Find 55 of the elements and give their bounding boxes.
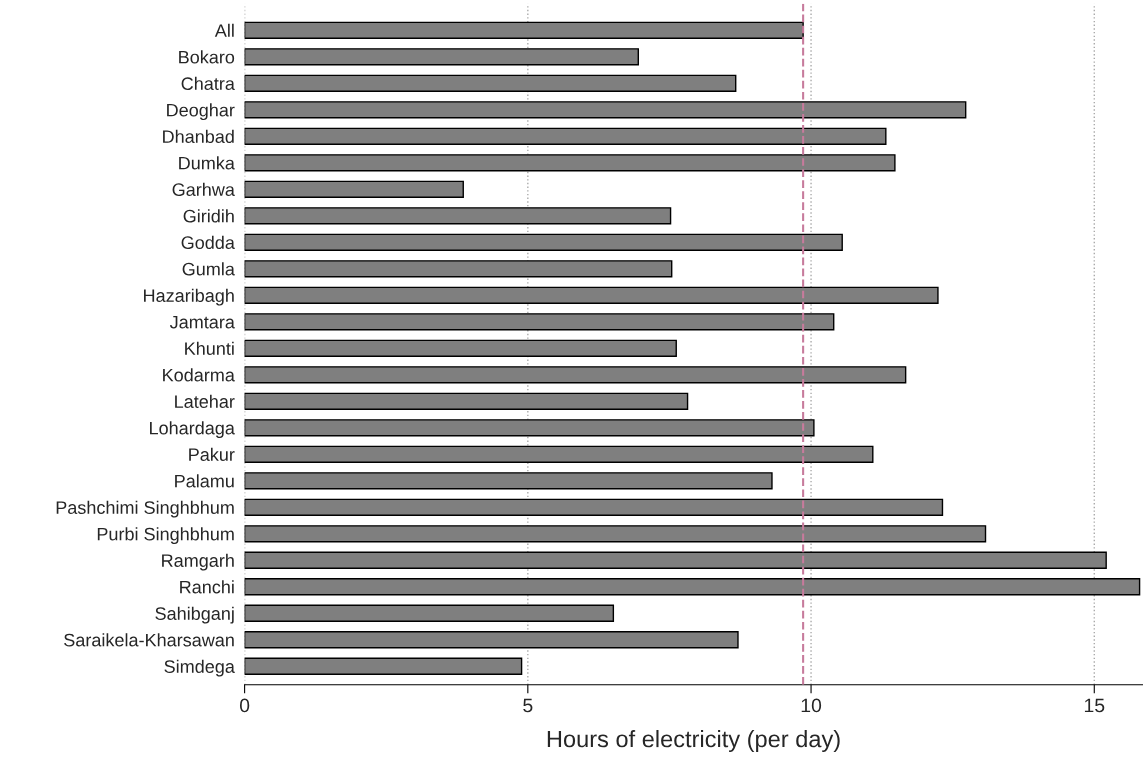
bar bbox=[244, 260, 673, 278]
bar bbox=[244, 604, 615, 622]
bar bbox=[244, 21, 804, 39]
y-tick-label: Ranchi bbox=[180, 580, 234, 594]
y-tick-label: Purbi Singhbhum bbox=[97, 527, 234, 545]
bar bbox=[244, 180, 464, 198]
y-tick-label: Dumka bbox=[179, 156, 235, 170]
bar bbox=[244, 631, 739, 649]
y-tick-label: Saraikela-Kharsawan bbox=[64, 633, 234, 647]
y-tick-label: Godda bbox=[181, 235, 235, 250]
y-tick-label: Garhwa bbox=[172, 182, 235, 197]
y-tick-label: Hazaribagh bbox=[144, 288, 234, 306]
y-tick-label: Jamtara bbox=[169, 315, 235, 329]
y-tick-label: Latehar bbox=[175, 394, 235, 409]
y-tick-label: Deoghar bbox=[167, 103, 235, 121]
bar bbox=[244, 233, 843, 251]
y-tick-label: Pakur bbox=[189, 447, 235, 461]
x-tick-label: 0 bbox=[239, 698, 250, 713]
y-tick-label: Bokaro bbox=[179, 50, 235, 64]
y-tick-label: Kodarma bbox=[163, 368, 235, 382]
bar bbox=[244, 74, 737, 92]
bar bbox=[244, 578, 1141, 596]
bar bbox=[244, 419, 815, 437]
bar bbox=[244, 127, 887, 145]
x-tick-label: 15 bbox=[1084, 698, 1105, 713]
bar bbox=[244, 498, 944, 516]
y-tick-label: Lohardaga bbox=[150, 421, 235, 439]
x-axis-title: Hours of electricity (per day) bbox=[547, 730, 840, 753]
bar bbox=[244, 286, 939, 304]
bar bbox=[244, 366, 907, 384]
bar bbox=[244, 551, 1107, 569]
bar bbox=[244, 472, 773, 490]
bar bbox=[244, 207, 672, 225]
y-tick-label: Khunti bbox=[185, 341, 234, 356]
x-tick-label: 5 bbox=[523, 698, 533, 713]
bar bbox=[244, 525, 987, 543]
bar bbox=[244, 392, 689, 410]
y-tick-label: Palamu bbox=[175, 474, 234, 488]
bar bbox=[244, 445, 874, 463]
y-tick-label: Chatra bbox=[181, 76, 235, 91]
y-tick-label: Giridih bbox=[183, 209, 234, 223]
bar bbox=[244, 48, 639, 66]
bar bbox=[244, 657, 523, 675]
y-tick-label: Gumla bbox=[182, 262, 235, 276]
y-tick-label: Sahibganj bbox=[155, 606, 234, 624]
bar bbox=[244, 154, 896, 172]
y-tick-label: All bbox=[214, 23, 234, 37]
x-tick-label: 10 bbox=[801, 698, 822, 713]
bar bbox=[244, 101, 967, 119]
y-tick-label: Pashchimi Singhbhum bbox=[56, 500, 234, 518]
y-tick-label: Ramgarh bbox=[162, 553, 234, 571]
bar bbox=[244, 339, 677, 357]
y-tick-label: Simdega bbox=[164, 659, 235, 677]
y-tick-label: Dhanbad bbox=[163, 129, 234, 144]
bar bbox=[244, 313, 835, 331]
